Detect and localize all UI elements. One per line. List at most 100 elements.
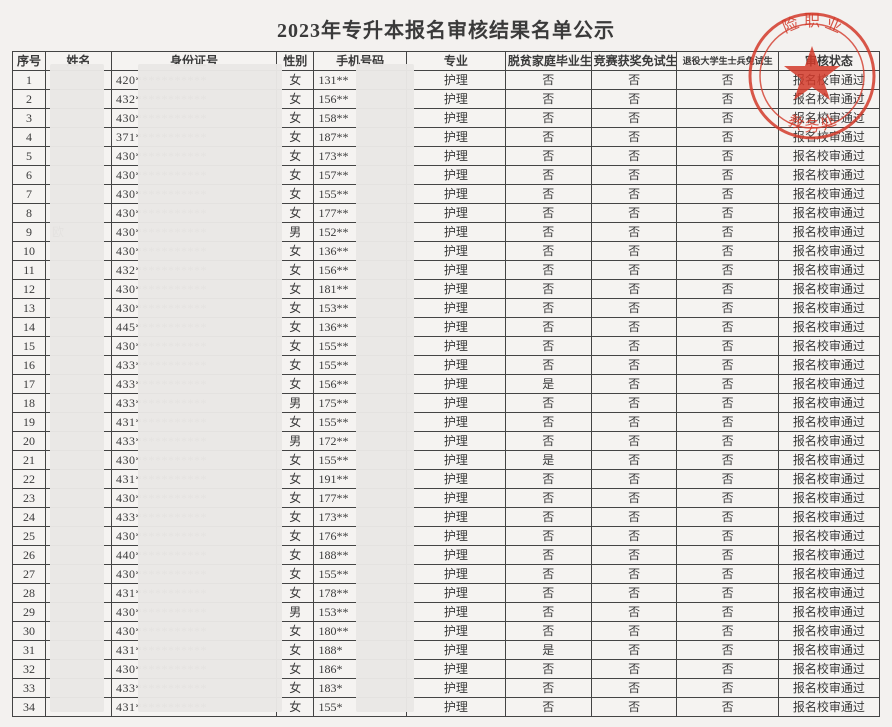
cell-status: 报名校审通过 [778,147,879,166]
cell-status: 报名校审通过 [778,337,879,356]
cell-major: 护理 [406,185,505,204]
cell-status: 报名校审通过 [778,261,879,280]
cell-competition: 否 [591,394,677,413]
cell-retired: 否 [677,261,778,280]
cell-status: 报名校审通过 [778,489,879,508]
cell-seq: 34 [13,698,46,717]
cell-status: 报名校审通过 [778,641,879,660]
cell-major: 护理 [406,242,505,261]
cell-competition: 否 [591,242,677,261]
cell-poverty: 否 [505,565,591,584]
cell-status: 报名校审通过 [778,280,879,299]
cell-seq: 1 [13,71,46,90]
cell-retired: 否 [677,166,778,185]
cell-major: 护理 [406,147,505,166]
cell-major: 护理 [406,128,505,147]
cell-status: 报名校审通过 [778,185,879,204]
cell-status: 报名校审通过 [778,527,879,546]
cell-major: 护理 [406,299,505,318]
cell-retired: 否 [677,527,778,546]
cell-poverty: 否 [505,527,591,546]
cell-poverty: 否 [505,147,591,166]
cell-sex: 男 [277,394,314,413]
cell-seq: 14 [13,318,46,337]
cell-status: 报名校审通过 [778,375,879,394]
cell-competition: 否 [591,356,677,375]
cell-poverty: 否 [505,432,591,451]
cell-status: 报名校审通过 [778,451,879,470]
cell-poverty: 否 [505,546,591,565]
cell-major: 护理 [406,489,505,508]
cell-poverty: 否 [505,90,591,109]
cell-poverty: 否 [505,185,591,204]
cell-seq: 28 [13,584,46,603]
cell-poverty: 否 [505,318,591,337]
cell-major: 护理 [406,413,505,432]
cell-poverty: 否 [505,261,591,280]
cell-sex: 女 [277,261,314,280]
redaction-block [50,64,104,712]
cell-major: 护理 [406,508,505,527]
cell-retired: 否 [677,584,778,603]
col-sex: 性别 [277,52,314,71]
cell-poverty: 否 [505,223,591,242]
cell-seq: 24 [13,508,46,527]
cell-competition: 否 [591,679,677,698]
cell-sex: 女 [277,147,314,166]
page-title: 2023年专升本报名审核结果名单公示 [12,14,880,43]
cell-major: 护理 [406,375,505,394]
cell-seq: 26 [13,546,46,565]
cell-competition: 否 [591,470,677,489]
cell-seq: 4 [13,128,46,147]
cell-retired: 否 [677,679,778,698]
cell-seq: 2 [13,90,46,109]
cell-major: 护理 [406,337,505,356]
col-major: 专业 [406,52,505,71]
cell-poverty: 否 [505,470,591,489]
cell-major: 护理 [406,622,505,641]
cell-retired: 否 [677,128,778,147]
cell-status: 报名校审通过 [778,413,879,432]
cell-major: 护理 [406,603,505,622]
cell-poverty: 否 [505,128,591,147]
cell-poverty: 否 [505,603,591,622]
cell-competition: 否 [591,660,677,679]
cell-seq: 9 [13,223,46,242]
cell-seq: 13 [13,299,46,318]
cell-competition: 否 [591,147,677,166]
cell-sex: 女 [277,546,314,565]
cell-poverty: 否 [505,71,591,90]
cell-retired: 否 [677,242,778,261]
cell-competition: 否 [591,166,677,185]
cell-competition: 否 [591,413,677,432]
cell-status: 报名校审通过 [778,394,879,413]
cell-sex: 女 [277,565,314,584]
cell-sex: 女 [277,641,314,660]
cell-sex: 女 [277,299,314,318]
cell-retired: 否 [677,356,778,375]
cell-seq: 10 [13,242,46,261]
cell-seq: 15 [13,337,46,356]
cell-poverty: 否 [505,337,591,356]
cell-seq: 12 [13,280,46,299]
cell-seq: 19 [13,413,46,432]
cell-retired: 否 [677,432,778,451]
cell-poverty: 否 [505,242,591,261]
col-retired: 退役大学生士兵免试生 [677,52,778,71]
cell-sex: 女 [277,470,314,489]
cell-competition: 否 [591,71,677,90]
cell-retired: 否 [677,147,778,166]
cell-competition: 否 [591,318,677,337]
cell-retired: 否 [677,299,778,318]
cell-poverty: 否 [505,356,591,375]
cell-competition: 否 [591,698,677,717]
cell-sex: 女 [277,679,314,698]
cell-poverty: 是 [505,451,591,470]
cell-competition: 否 [591,584,677,603]
cell-major: 护理 [406,71,505,90]
cell-competition: 否 [591,109,677,128]
cell-competition: 否 [591,223,677,242]
cell-retired: 否 [677,660,778,679]
cell-retired: 否 [677,223,778,242]
cell-status: 报名校审通过 [778,166,879,185]
